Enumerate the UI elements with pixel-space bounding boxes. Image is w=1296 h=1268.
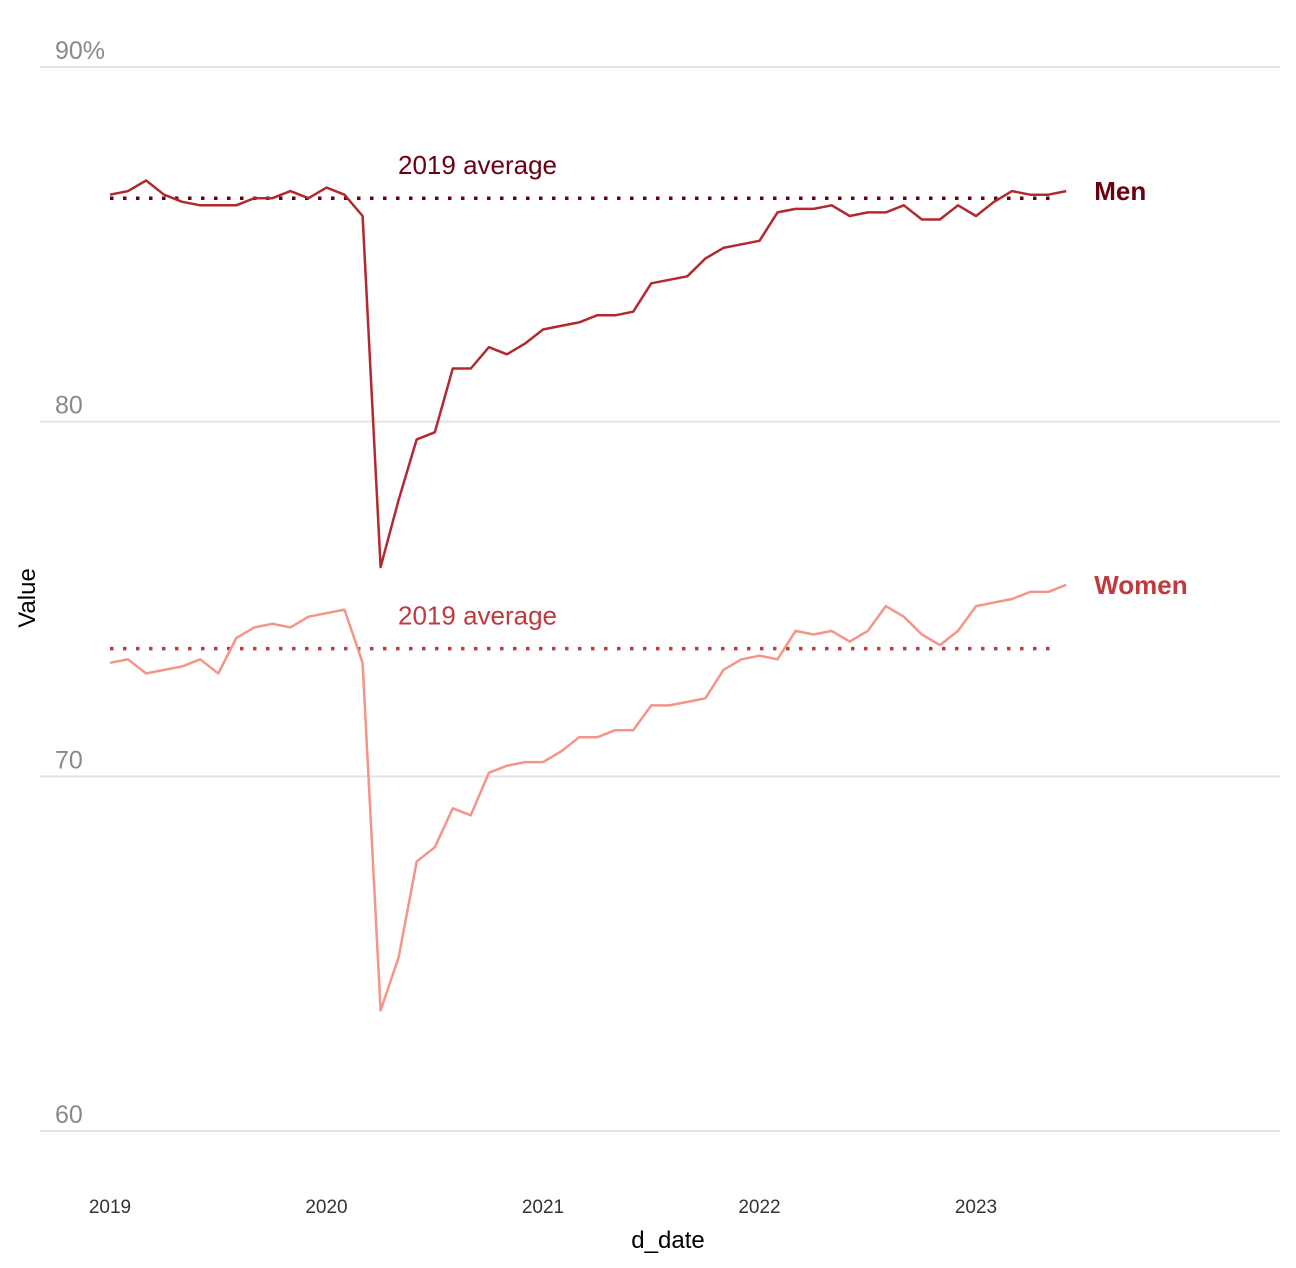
- x-tick-label-2019: 2019: [89, 1197, 131, 1218]
- x-tick-label-2023: 2023: [955, 1197, 997, 1218]
- x-tick-label-2020: 2020: [305, 1197, 347, 1218]
- women-2019-average-label: 2019 average: [398, 601, 557, 631]
- y-tick-label-60: 60: [55, 1101, 83, 1129]
- y-axis-title: Value: [14, 568, 41, 628]
- men-2019-average-label: 2019 average: [398, 150, 557, 180]
- y-tick-label-80: 80: [55, 392, 83, 420]
- x-axis-title: d_date: [631, 1227, 704, 1254]
- x-axis-ticks: 2019 2020 2021 2022 2023: [89, 1197, 997, 1218]
- men-series-line: [109, 179, 1067, 569]
- y-tick-label-90: 90%: [55, 37, 105, 65]
- women-series-line: [109, 583, 1067, 1012]
- average-lines: [110, 196, 1059, 651]
- y-tick-label-70: 70: [55, 746, 83, 774]
- x-tick-label-2022: 2022: [738, 1197, 780, 1218]
- women-series-label: Women: [1094, 570, 1187, 600]
- gridlines: [40, 66, 1280, 1132]
- series-lines: [109, 179, 1067, 1012]
- x-tick-label-2021: 2021: [522, 1197, 564, 1218]
- y-axis-ticks: 90% 80 70 60: [55, 37, 105, 1129]
- men-series-label: Men: [1094, 176, 1146, 206]
- series-labels: 2019 average Men 2019 average Women: [398, 150, 1188, 630]
